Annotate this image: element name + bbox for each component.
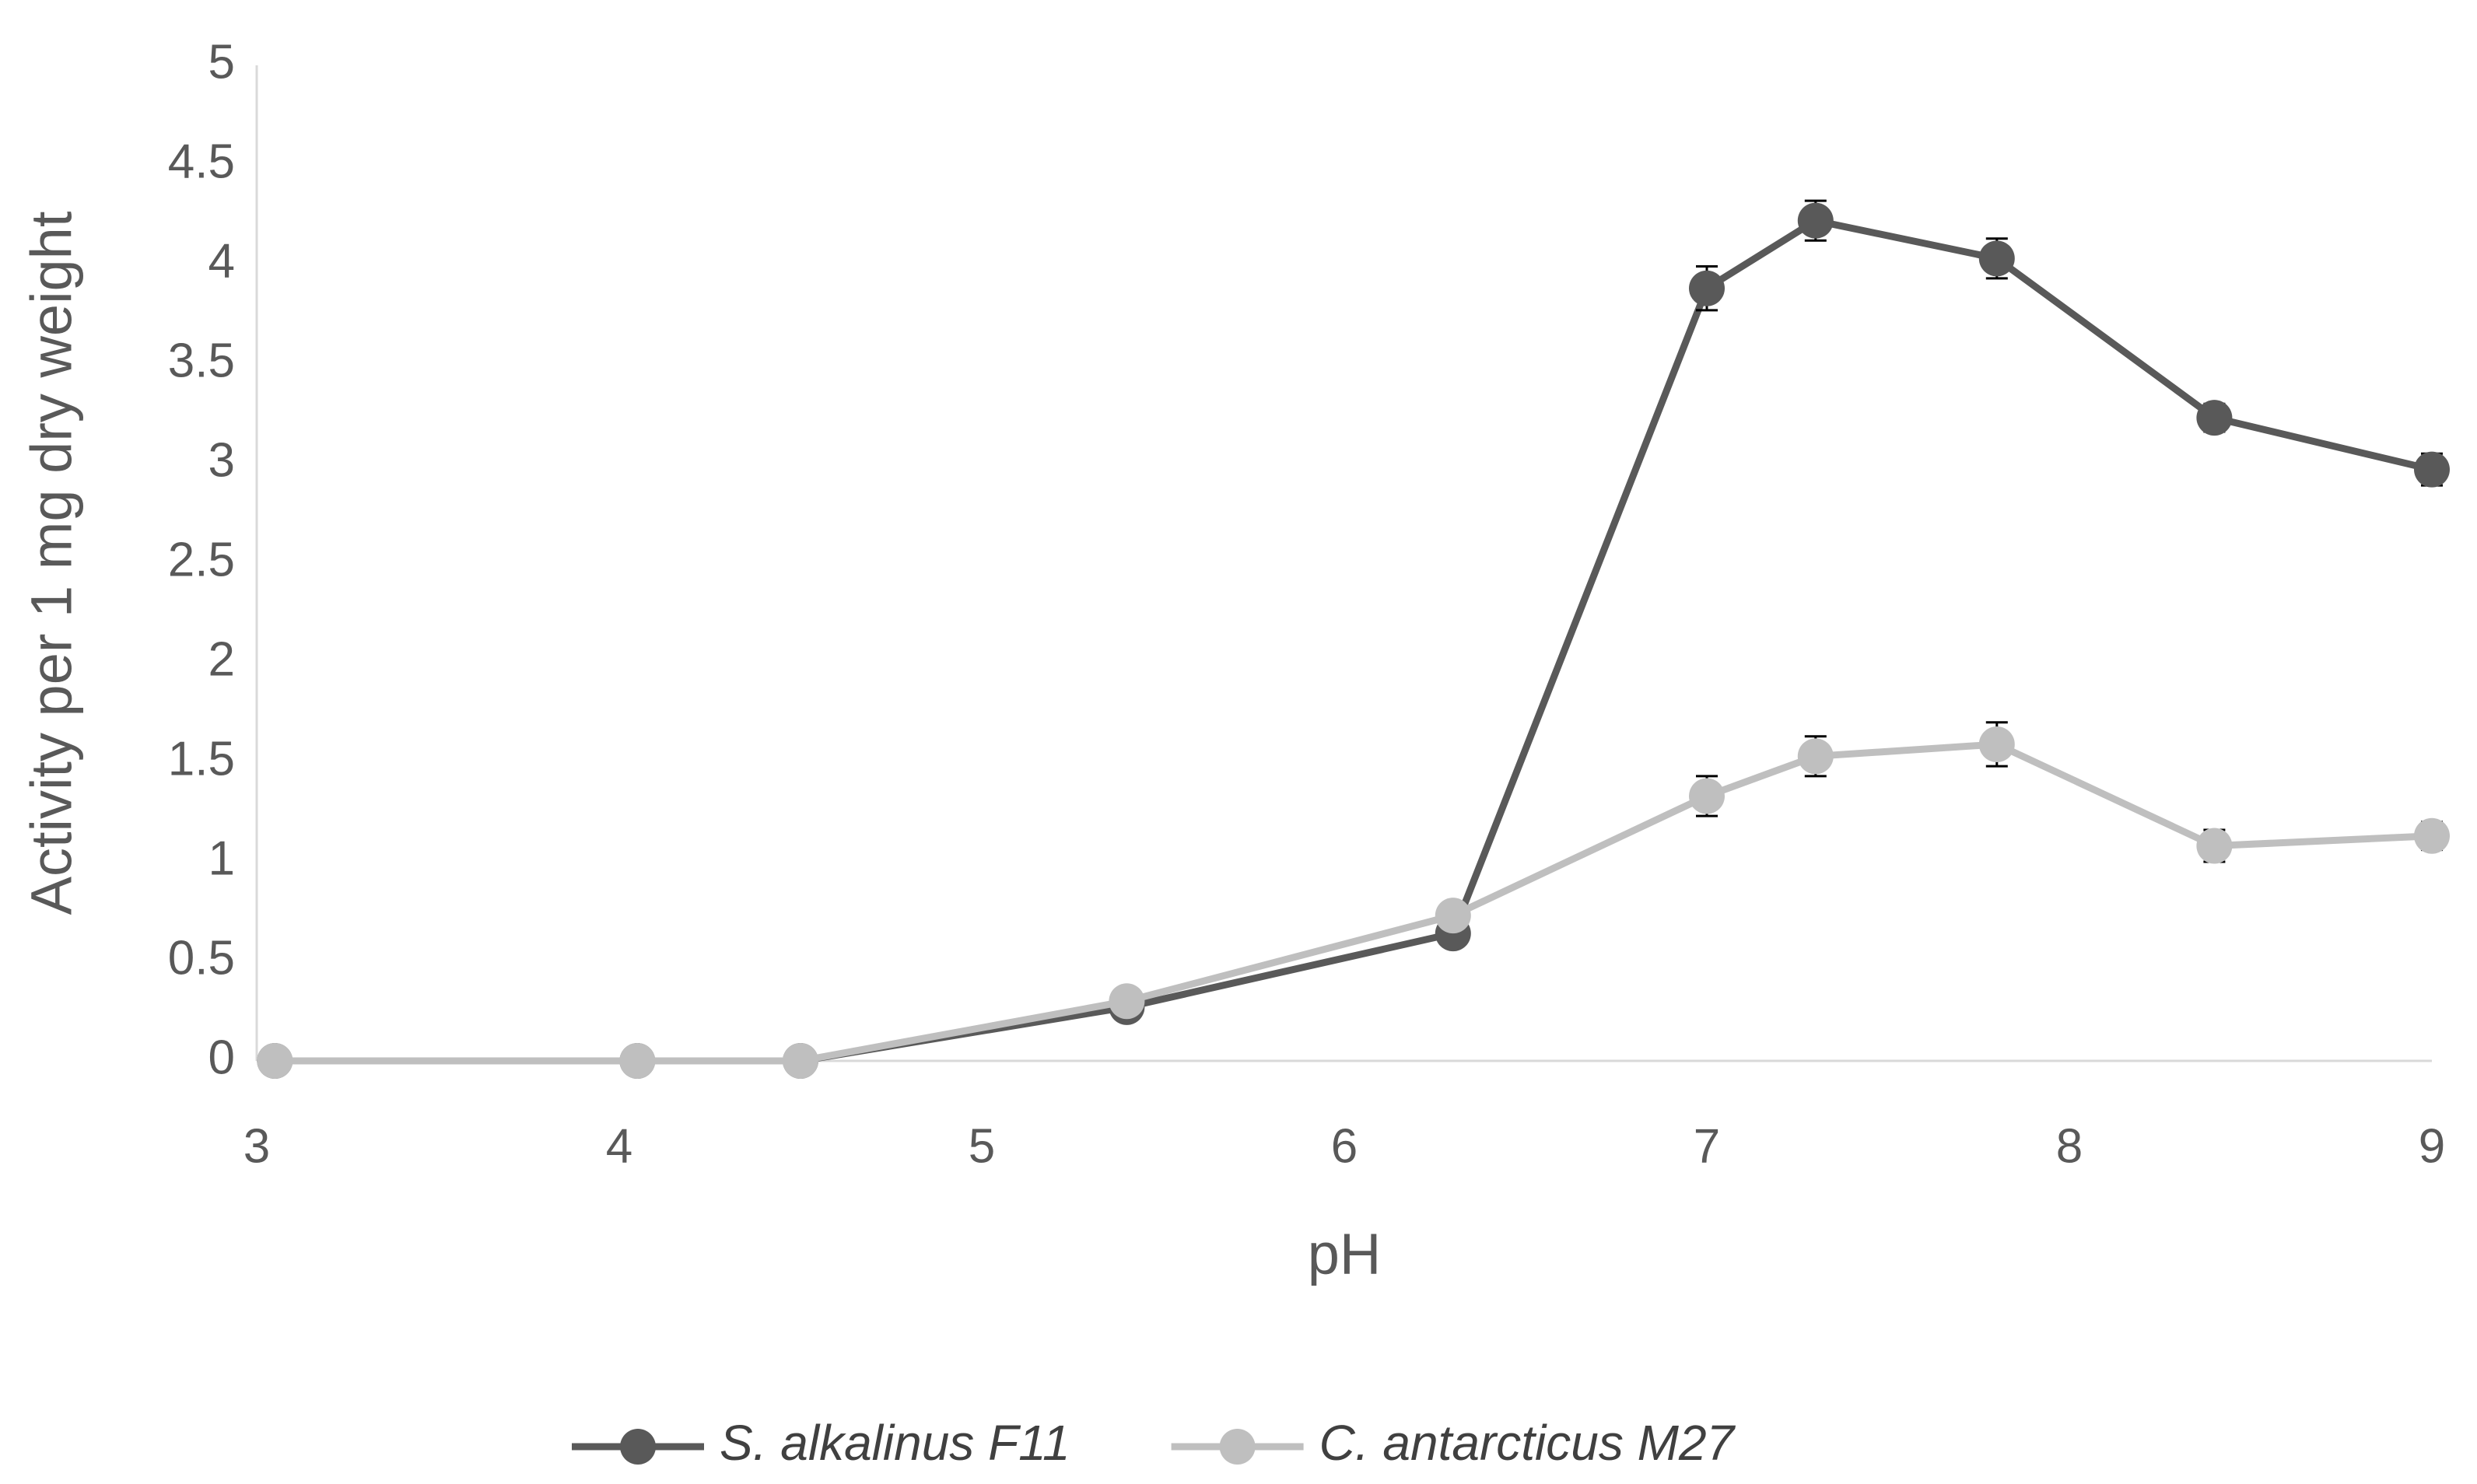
x-tick-label: 5 [969, 1119, 995, 1173]
x-tick-label: 6 [1331, 1119, 1358, 1173]
data-point [619, 1043, 656, 1079]
x-tick-label: 9 [2419, 1119, 2445, 1173]
data-point [2414, 451, 2450, 488]
y-tick-label: 3.5 [168, 334, 235, 387]
data-point [1109, 983, 1145, 1020]
data-point [1797, 738, 1834, 775]
y-tick-label: 0.5 [168, 931, 235, 985]
x-axis-title: pH [1308, 1222, 1382, 1286]
legend-label: S. alkalinus F11 [720, 1415, 1070, 1471]
x-tick-label: 4 [606, 1119, 632, 1173]
x-tick-label: 3 [243, 1119, 270, 1173]
y-axis-title: Activity per 1 mg dry weight [19, 211, 84, 915]
data-point [2414, 817, 2450, 854]
y-tick-label: 4 [208, 234, 235, 288]
legend-marker [620, 1429, 656, 1465]
y-tick-label: 3 [208, 433, 235, 487]
x-tick-label: 7 [1694, 1119, 1720, 1173]
data-point [1797, 202, 1834, 239]
y-tick-label: 1 [208, 831, 235, 885]
y-tick-label: 1.5 [168, 732, 235, 786]
data-point [1978, 240, 2015, 277]
data-point [1978, 726, 2015, 762]
y-tick-label: 5 [208, 35, 235, 89]
data-point [1435, 898, 1471, 934]
y-tick-label: 2.5 [168, 533, 235, 586]
y-tick-label: 0 [208, 1031, 235, 1084]
data-point [1689, 270, 1725, 306]
series-line [275, 217, 2433, 1065]
legend-label: C. antarcticus M27 [1319, 1415, 1736, 1471]
x-tick-label: 8 [2056, 1119, 2083, 1173]
legend-marker [1219, 1429, 1256, 1465]
data-point [783, 1043, 818, 1079]
data-point [1689, 778, 1725, 814]
y-tick-label: 2 [208, 632, 235, 686]
data-point [2196, 828, 2233, 864]
data-point [257, 1043, 293, 1079]
data-point [2196, 400, 2233, 436]
y-tick-label: 4.5 [168, 135, 235, 188]
series-line [275, 740, 2433, 1065]
